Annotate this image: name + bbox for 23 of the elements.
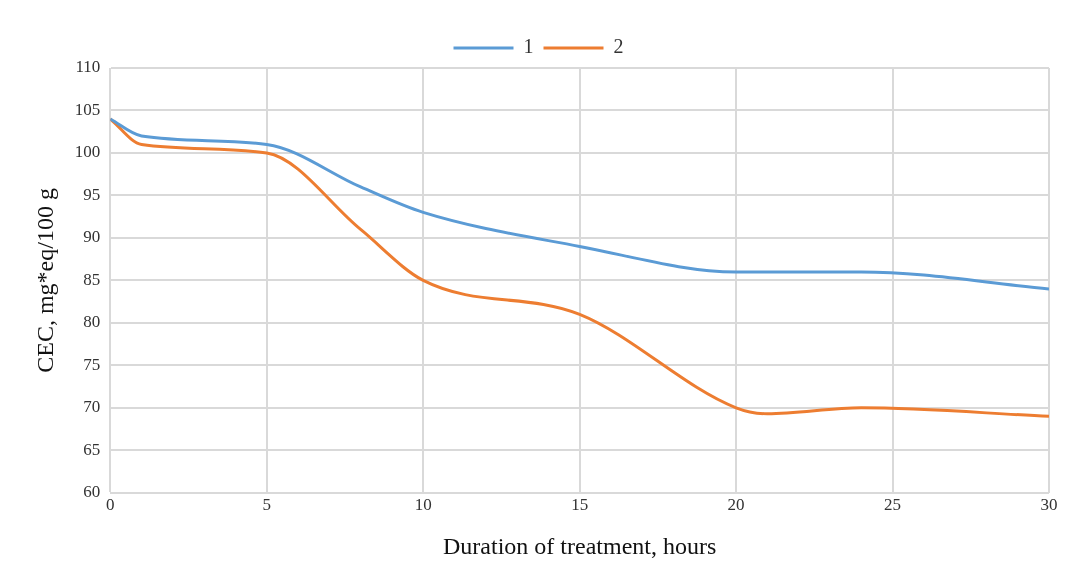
y-tick-label: 100 xyxy=(74,142,101,162)
x-tick-label: 20 xyxy=(727,495,745,515)
line-series xyxy=(110,117,1049,291)
y-tick-label: 70 xyxy=(83,397,101,417)
y-tick-label: 60 xyxy=(83,482,101,502)
y-tick-label: 75 xyxy=(83,354,101,374)
x-tick-label: 0 xyxy=(106,495,115,515)
x-tick-label: 10 xyxy=(414,495,432,515)
y-tick-label: 110 xyxy=(75,57,101,77)
y-tick-label: 80 xyxy=(83,312,101,332)
x-tick-label: 5 xyxy=(262,495,271,515)
x-tick-label: 15 xyxy=(571,495,589,515)
y-tick-label: 90 xyxy=(83,227,101,247)
legend-label: 1 xyxy=(523,35,534,58)
y-tick-label: 65 xyxy=(83,439,101,459)
y-tick-label: 85 xyxy=(83,269,101,289)
x-axis-title: Duration of treatment, hours xyxy=(443,532,717,559)
x-tick-label: 25 xyxy=(884,495,902,515)
y-axis-title: CEC, mg*eq/100 g xyxy=(31,188,58,373)
y-tick-label: 105 xyxy=(74,99,101,119)
y-tick-label: 95 xyxy=(83,184,101,204)
legend-label: 2 xyxy=(613,35,624,58)
x-tick-label: 30 xyxy=(1040,495,1058,515)
